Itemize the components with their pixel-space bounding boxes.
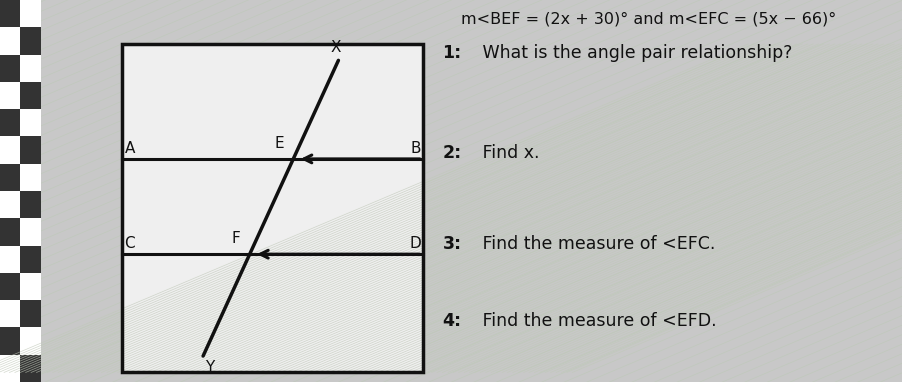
Bar (0, 300, 20, 327)
Text: 2:: 2: (442, 144, 461, 162)
Text: E: E (274, 136, 284, 151)
Bar (20, 327, 41, 355)
Bar (0, 0, 20, 27)
Text: What is the angle pair relationship?: What is the angle pair relationship? (476, 44, 791, 63)
Bar (0, 355, 20, 382)
Bar (20, 273, 41, 300)
Bar (20, 218, 41, 246)
Text: Find the measure of <EFC.: Find the measure of <EFC. (476, 235, 714, 254)
Text: F: F (232, 231, 241, 246)
Bar (0, 164, 20, 191)
Bar (20, 136, 41, 164)
Text: 4:: 4: (442, 312, 461, 330)
Text: 3:: 3: (442, 235, 461, 254)
Bar (20, 82, 41, 109)
Text: 1:: 1: (442, 44, 461, 63)
Bar (20, 164, 41, 191)
Bar (20, 191, 41, 218)
Bar (0, 136, 20, 164)
Bar (0, 273, 20, 300)
Bar (0, 82, 20, 109)
Text: Find x.: Find x. (476, 144, 538, 162)
Bar (0, 27, 20, 55)
Bar (0, 218, 20, 246)
Bar (20, 55, 41, 82)
Bar (20, 355, 41, 382)
Bar (0, 55, 20, 82)
Bar (122, 44, 422, 372)
Bar (0, 327, 20, 355)
Bar (122, 44, 422, 372)
Bar (0, 109, 20, 136)
Text: C: C (124, 236, 135, 251)
Bar (20, 0, 41, 27)
Text: D: D (409, 236, 420, 251)
Text: A: A (124, 141, 134, 156)
Bar (20, 300, 41, 327)
Text: m<BEF = (2x + 30)° and m<EFC = (5x − 66)°: m<BEF = (2x + 30)° and m<EFC = (5x − 66)… (460, 11, 835, 26)
Text: Y: Y (205, 360, 214, 375)
Bar (0, 246, 20, 273)
Bar (20, 246, 41, 273)
Bar (20, 27, 41, 55)
Bar (0, 191, 20, 218)
Text: B: B (410, 141, 420, 156)
Text: Find the measure of <EFD.: Find the measure of <EFD. (476, 312, 715, 330)
Text: X: X (330, 40, 341, 55)
Bar (20, 109, 41, 136)
